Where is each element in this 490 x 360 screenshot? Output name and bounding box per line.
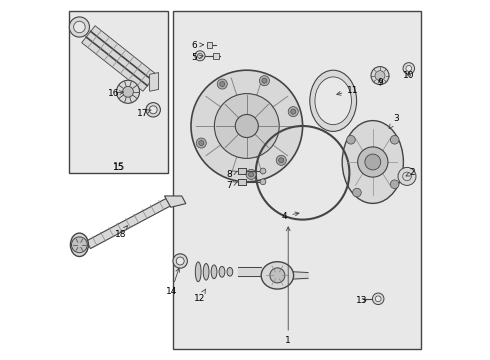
Text: 3: 3 <box>389 114 399 129</box>
Ellipse shape <box>342 121 403 203</box>
Circle shape <box>346 135 355 144</box>
Circle shape <box>270 268 285 283</box>
Text: 18: 18 <box>115 226 127 239</box>
Circle shape <box>375 71 385 81</box>
Bar <box>207 42 212 48</box>
Bar <box>69 11 168 173</box>
Circle shape <box>248 172 253 177</box>
Circle shape <box>406 66 412 71</box>
Circle shape <box>72 237 87 253</box>
Bar <box>238 179 245 185</box>
Bar <box>213 53 219 59</box>
Circle shape <box>288 107 298 117</box>
Circle shape <box>69 17 90 37</box>
Polygon shape <box>86 198 172 249</box>
Circle shape <box>276 155 286 165</box>
Circle shape <box>403 63 415 74</box>
Circle shape <box>279 158 284 163</box>
Text: 11: 11 <box>337 86 359 95</box>
Circle shape <box>262 78 267 83</box>
Circle shape <box>260 179 266 185</box>
Circle shape <box>259 76 270 86</box>
Circle shape <box>215 94 279 158</box>
Text: 9: 9 <box>377 78 383 87</box>
Circle shape <box>260 168 266 174</box>
Circle shape <box>199 140 204 145</box>
Text: 17: 17 <box>137 109 151 118</box>
Circle shape <box>122 86 133 97</box>
Circle shape <box>375 296 381 302</box>
Circle shape <box>291 109 296 114</box>
Text: 8: 8 <box>226 170 237 179</box>
Circle shape <box>173 254 187 268</box>
Circle shape <box>372 293 384 305</box>
Circle shape <box>246 169 256 179</box>
Circle shape <box>217 79 227 89</box>
Ellipse shape <box>203 264 209 280</box>
Bar <box>238 168 245 174</box>
Ellipse shape <box>211 265 217 279</box>
Polygon shape <box>165 196 186 207</box>
Circle shape <box>391 180 399 189</box>
Circle shape <box>176 257 184 265</box>
Circle shape <box>117 80 140 103</box>
Circle shape <box>371 67 389 85</box>
Text: 5: 5 <box>192 53 203 62</box>
Circle shape <box>391 135 399 144</box>
Ellipse shape <box>71 233 88 256</box>
Ellipse shape <box>227 267 233 276</box>
Circle shape <box>195 51 205 61</box>
Circle shape <box>146 103 160 117</box>
Text: 15: 15 <box>113 163 125 172</box>
Text: 16: 16 <box>108 89 123 98</box>
Text: 15: 15 <box>113 162 125 172</box>
Text: 13: 13 <box>356 296 368 305</box>
Circle shape <box>353 188 361 197</box>
Text: 14: 14 <box>166 268 180 296</box>
Text: 2: 2 <box>406 168 415 177</box>
Ellipse shape <box>219 266 225 277</box>
Polygon shape <box>149 73 159 91</box>
Ellipse shape <box>310 70 357 131</box>
Text: 4: 4 <box>282 212 299 220</box>
Ellipse shape <box>261 262 294 289</box>
Circle shape <box>365 154 381 170</box>
Circle shape <box>149 106 157 114</box>
Text: 6: 6 <box>192 41 203 50</box>
Circle shape <box>358 147 388 177</box>
Text: 10: 10 <box>403 71 415 80</box>
Circle shape <box>74 21 85 33</box>
Ellipse shape <box>315 77 351 125</box>
Circle shape <box>235 114 258 138</box>
Text: 12: 12 <box>195 289 206 303</box>
Text: 7: 7 <box>226 181 237 190</box>
Circle shape <box>191 70 303 182</box>
Bar <box>173 11 421 349</box>
Circle shape <box>220 81 225 86</box>
Ellipse shape <box>196 262 201 282</box>
Circle shape <box>398 167 416 185</box>
Text: 1: 1 <box>285 227 291 345</box>
Circle shape <box>196 138 206 148</box>
Polygon shape <box>82 26 156 91</box>
